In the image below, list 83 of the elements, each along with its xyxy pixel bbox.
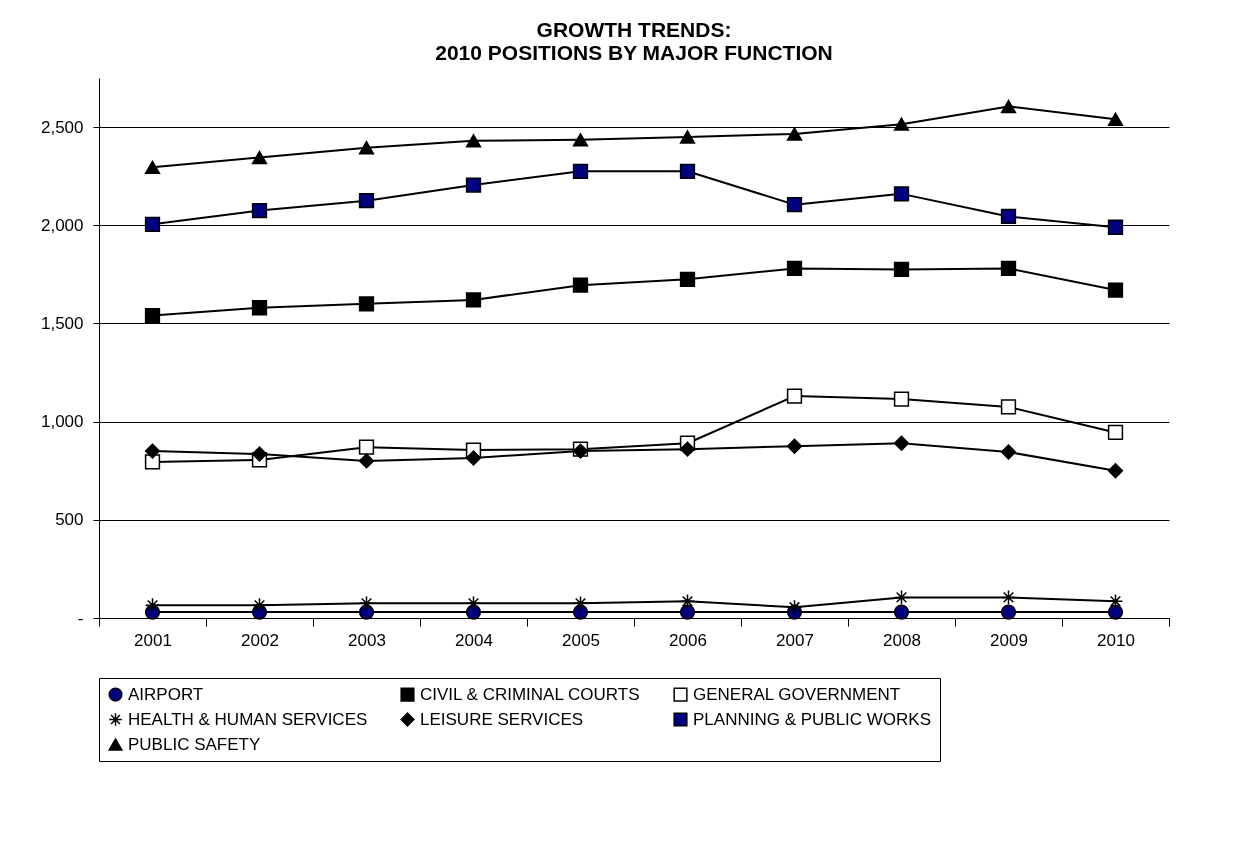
point [786,599,803,615]
point [358,595,375,611]
x-tick-label: 2009 [990,630,1028,650]
point [1000,260,1017,277]
point [893,604,910,620]
point [572,163,589,179]
y-tick-label: 1,500 [40,313,84,333]
point [251,150,268,165]
point [1000,444,1017,460]
point [679,163,696,179]
legend-label: PUBLIC SAFETY [128,734,261,754]
point [893,117,910,131]
point [893,186,910,202]
point [358,140,375,155]
legend-label: LEISURE SERVICES [420,709,584,729]
y-tick-label: 2,500 [40,117,84,137]
point [1107,604,1124,620]
point [465,450,482,466]
point [1107,112,1124,126]
point [679,604,696,620]
point [465,595,482,611]
legend-label: AIRPORT [128,684,204,704]
point [1000,208,1017,225]
point [679,271,696,287]
point [1000,589,1017,606]
x-tick-label: 2010 [1097,630,1135,650]
point [786,197,803,213]
x-tick-label: 2007 [776,630,814,650]
point [251,202,268,219]
point [1107,282,1124,298]
point [358,193,375,209]
x-tick-label: 2005 [562,630,600,650]
point [1000,99,1017,114]
point [144,443,161,459]
point [1107,424,1124,441]
legend-label: GENERAL GOVERNMENT [693,684,901,704]
point [1107,219,1124,235]
point [893,435,910,451]
point [144,216,161,232]
point [679,441,696,457]
point [144,160,161,175]
x-tick-label: 2004 [455,630,493,650]
point [572,604,589,620]
point [358,604,375,620]
y-tick-label: 2,000 [40,215,84,235]
legend-label: PLANNING & PUBLIC WORKS [693,709,932,729]
point [1000,399,1017,415]
point [572,133,589,147]
y-tick-label: 500 [55,510,84,530]
point [251,300,268,316]
x-tick-label: 2006 [669,630,707,650]
point [786,438,803,454]
point [465,604,482,620]
point [679,593,696,609]
point [1107,463,1124,479]
point [786,127,803,141]
y-tick-label: - [77,608,84,628]
point [786,260,803,277]
point [572,595,589,611]
point [572,277,589,293]
point [358,296,375,312]
point [893,261,910,278]
point [893,589,910,606]
x-tick-label: 2008 [883,630,921,650]
point [786,388,803,404]
chart-title: GROWTH TRENDS: 2010 POSITIONS BY MAJOR FUNCTION [435,18,833,64]
point [1000,604,1017,620]
x-tick-label: 2001 [134,630,172,650]
point [465,134,482,148]
point [465,177,482,193]
point [893,391,910,407]
point [358,439,375,455]
y-tick-label: 1,000 [40,412,84,432]
x-tick-label: 2002 [241,630,279,650]
point [144,307,161,324]
point [251,446,268,462]
point [679,130,696,144]
legend-label: HEALTH & HUMAN SERVICES [128,709,368,729]
point [251,597,268,613]
x-tick-label: 2003 [348,630,386,650]
legend-label: CIVIL & CRIMINAL COURTS [420,684,640,704]
point [465,292,482,308]
point [358,453,375,469]
